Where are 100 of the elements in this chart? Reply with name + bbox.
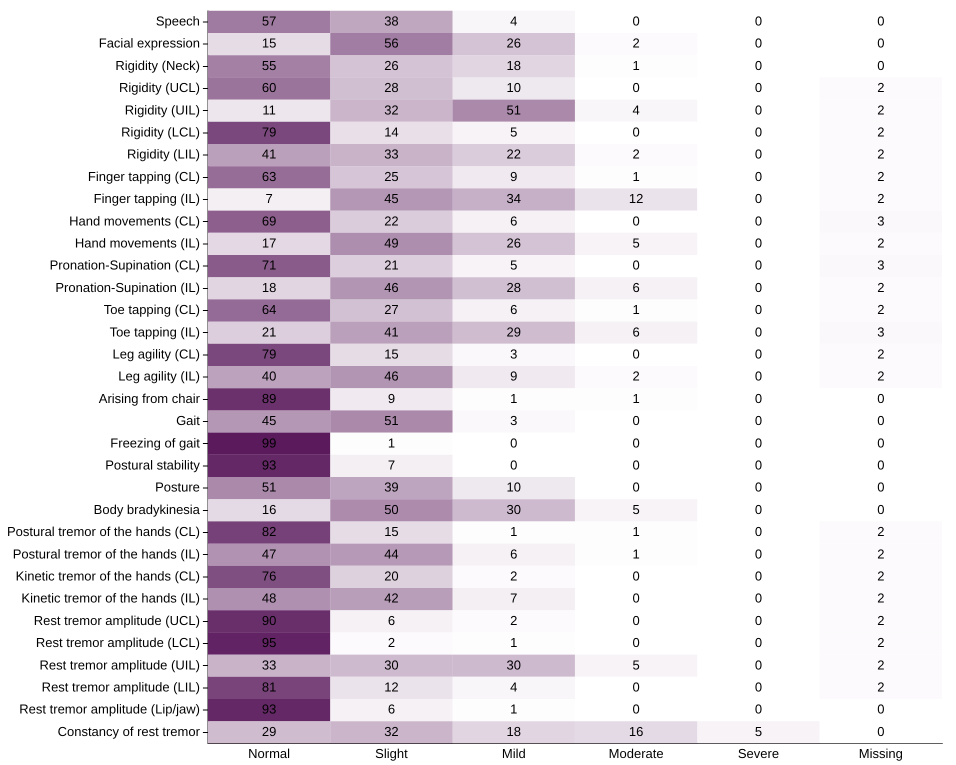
y-tick-label: Pronation-Supination (IL): [55, 280, 200, 295]
data-label: 0: [754, 102, 762, 118]
data-label: 0: [754, 280, 762, 295]
y-tick-label: Rest tremor amplitude (LIL): [42, 679, 200, 694]
data-label: 0: [877, 457, 884, 472]
data-label: 10: [506, 80, 522, 96]
data-label: 2: [632, 146, 640, 162]
data-label: 21: [262, 324, 276, 340]
y-tick-label: Rest tremor amplitude (UCL): [34, 612, 200, 628]
data-label: 28: [506, 280, 522, 295]
data-label: 89: [262, 390, 276, 406]
data-label: 4: [510, 679, 518, 694]
data-label: 30: [506, 502, 522, 517]
data-label: 3: [510, 346, 518, 362]
data-label: 1: [510, 524, 518, 540]
data-label: 20: [384, 568, 399, 584]
data-label: 0: [754, 80, 762, 96]
data-label: 0: [754, 368, 762, 384]
data-label: 0: [754, 124, 762, 140]
data-label: 0: [754, 324, 762, 340]
x-tick-label: Normal: [248, 746, 290, 761]
data-label: 51: [506, 102, 522, 118]
y-tick-label: Kinetic tremor of the hands (CL): [16, 568, 200, 584]
data-label: 0: [754, 612, 762, 628]
data-label: 0: [632, 679, 640, 694]
y-tick-label: Rigidity (UIL): [124, 102, 200, 118]
data-label: 0: [754, 390, 762, 406]
data-label: 33: [262, 657, 276, 672]
data-label: 41: [384, 324, 399, 340]
data-label: 6: [632, 324, 640, 340]
data-label: 1: [632, 524, 640, 540]
data-label: 2: [388, 635, 396, 650]
data-label: 5: [510, 258, 518, 273]
data-label: 5: [754, 724, 762, 739]
data-label: 0: [754, 191, 762, 206]
data-label: 0: [632, 124, 640, 140]
data-label: 0: [632, 635, 640, 650]
y-tick-label: Rigidity (UCL): [119, 80, 200, 96]
data-label: 2: [877, 612, 884, 628]
data-label: 57: [262, 13, 276, 28]
y-tick-label: Rigidity (LIL): [126, 146, 200, 162]
data-label: 12: [384, 679, 399, 694]
y-tick-label: Rest tremor amplitude (LCL): [36, 635, 200, 650]
data-label: 93: [262, 702, 276, 717]
data-label: 0: [754, 635, 762, 650]
data-label: 0: [754, 235, 762, 250]
data-label: 56: [384, 36, 399, 51]
data-label: 45: [384, 191, 399, 206]
data-label: 9: [388, 390, 396, 406]
data-label: 1: [510, 702, 518, 717]
data-label: 0: [632, 457, 640, 472]
data-label: 3: [877, 258, 884, 273]
data-label: 51: [384, 413, 399, 428]
data-label: 51: [262, 480, 276, 495]
data-label: 47: [262, 546, 276, 562]
data-label: 49: [384, 235, 399, 250]
data-label: 32: [384, 102, 399, 118]
data-label: 55: [262, 58, 276, 73]
data-label: 7: [388, 457, 396, 472]
data-label: 81: [262, 679, 276, 694]
data-label: 25: [384, 168, 399, 184]
data-label: 79: [262, 124, 276, 140]
data-label: 0: [754, 457, 762, 472]
data-label: 6: [510, 302, 518, 318]
data-label: 90: [262, 612, 276, 628]
data-label: 93: [262, 457, 276, 472]
data-label: 99: [262, 435, 276, 450]
data-label: 6: [388, 612, 396, 628]
data-label: 0: [632, 258, 640, 273]
data-label: 9: [510, 368, 518, 384]
data-label: 0: [754, 213, 762, 228]
data-label: 26: [384, 58, 399, 73]
y-tick-label: Leg agility (CL): [112, 346, 200, 362]
data-label: 38: [384, 13, 399, 28]
data-label: 6: [632, 280, 640, 295]
y-tick-label: Finger tapping (CL): [88, 168, 200, 184]
data-label: 82: [262, 524, 276, 540]
y-tick-label: Toe tapping (CL): [104, 302, 200, 318]
data-label: 2: [877, 546, 884, 562]
y-tick-label: Hand movements (IL): [74, 235, 200, 250]
data-label: 2: [877, 191, 884, 206]
y-tick-label: Finger tapping (IL): [94, 191, 200, 206]
data-label: 26: [506, 235, 522, 250]
data-label: 3: [877, 324, 884, 340]
data-label: 2: [877, 168, 884, 184]
data-label: 2: [877, 102, 884, 118]
data-label: 0: [632, 413, 640, 428]
data-label: 42: [384, 590, 399, 606]
data-label: 1: [632, 546, 640, 562]
data-label: 0: [754, 146, 762, 162]
data-label: 11: [262, 102, 276, 118]
data-label: 29: [262, 724, 276, 739]
data-label: 2: [877, 590, 884, 606]
data-label: 71: [262, 258, 276, 273]
data-label: 12: [628, 191, 644, 206]
y-tick-label: Hand movements (CL): [69, 213, 200, 228]
y-tick-label: Postural tremor of the hands (IL): [12, 546, 200, 562]
data-label: 6: [388, 702, 396, 717]
data-label: 48: [262, 590, 276, 606]
data-label: 0: [632, 80, 640, 96]
